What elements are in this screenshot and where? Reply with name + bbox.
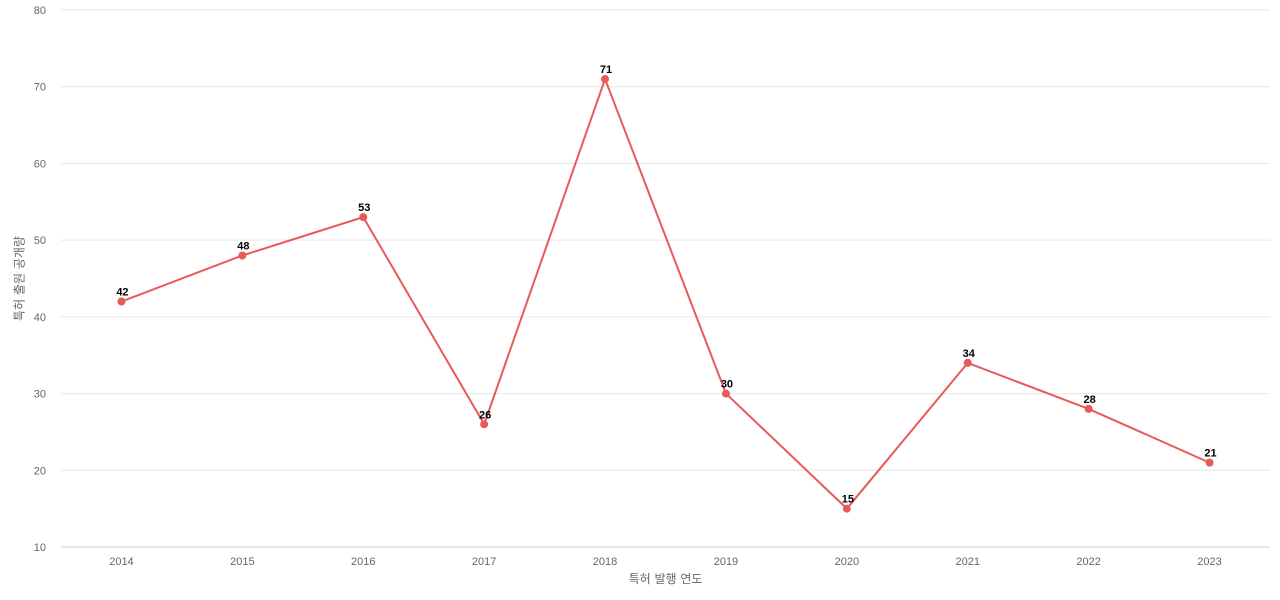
series-line [121, 78, 1210, 510]
y-tick-label: 40 [34, 312, 46, 324]
data-points [117, 75, 1214, 513]
y-tick-label: 30 [34, 389, 46, 401]
y-tick-label: 60 [34, 158, 46, 170]
y-tick-label: 70 [34, 82, 46, 94]
x-axis-title: 특허 발행 연도 [629, 571, 703, 586]
data-label: 28 [1084, 394, 1096, 406]
x-tick-label: 2016 [351, 556, 375, 568]
x-tick-label: 2014 [109, 556, 133, 568]
x-tick-label: 2015 [230, 556, 254, 568]
series-group [121, 78, 1210, 510]
data-point[interactable] [238, 251, 247, 260]
data-point[interactable] [1084, 404, 1093, 413]
data-label: 53 [358, 202, 370, 214]
y-tick-label: 80 [34, 5, 46, 17]
data-label: 26 [479, 409, 491, 421]
grid-lines [61, 9, 1270, 548]
data-label: 48 [237, 240, 249, 252]
y-tick-label: 50 [34, 235, 46, 247]
data-point[interactable] [359, 213, 368, 222]
data-label: 21 [1204, 448, 1216, 460]
data-label: 71 [600, 64, 612, 76]
x-tick-label: 2023 [1197, 556, 1221, 568]
x-tick-label: 2017 [472, 556, 496, 568]
y-tick-label: 20 [34, 465, 46, 477]
x-tick-label: 2020 [835, 556, 859, 568]
data-label: 30 [721, 379, 733, 391]
y-tick-label: 10 [34, 542, 46, 554]
data-point[interactable] [842, 504, 851, 513]
data-label: 42 [116, 287, 128, 299]
x-tick-label: 2021 [956, 556, 980, 568]
x-axis-ticks: 2014 2015 2016 2017 2018 2019 2020 2021 2022 2023 [109, 556, 1222, 568]
x-tick-label: 2018 [593, 556, 617, 568]
data-point[interactable] [117, 297, 126, 306]
x-tick-label: 2022 [1076, 556, 1100, 568]
data-point[interactable] [480, 420, 489, 429]
data-point[interactable] [601, 75, 610, 84]
y-axis-title: 특허 출원 공개량 [13, 236, 27, 321]
y-axis-ticks: 10 20 30 40 50 60 70 80 [34, 5, 46, 554]
data-labels: 42 48 53 26 71 30 15 34 28 21 [116, 64, 1216, 506]
data-point[interactable] [1205, 458, 1214, 467]
data-point[interactable] [721, 389, 730, 398]
data-label: 15 [842, 494, 854, 506]
x-tick-label: 2019 [714, 556, 738, 568]
data-point[interactable] [963, 358, 972, 367]
data-label: 34 [963, 348, 976, 360]
